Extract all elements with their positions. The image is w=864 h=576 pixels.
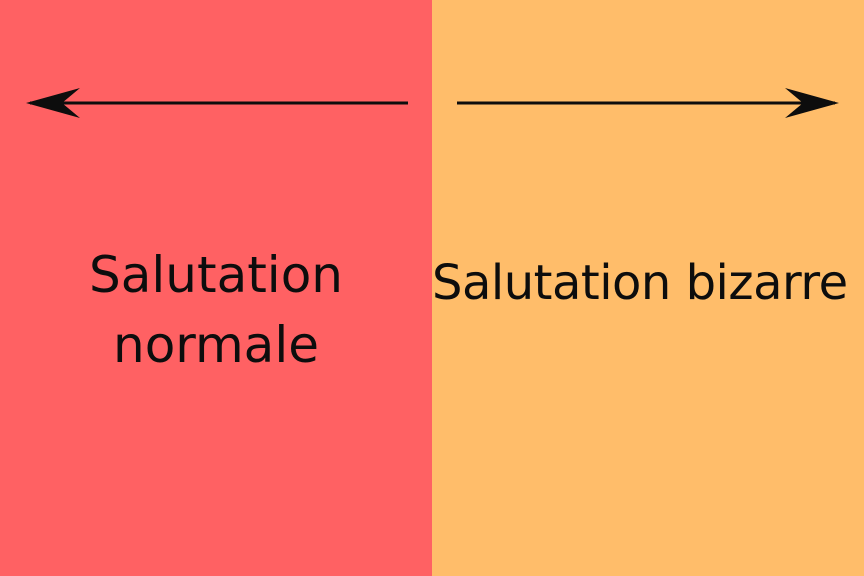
label-normal-greeting: Salutation normale <box>0 240 432 380</box>
left-panel <box>0 0 432 576</box>
label-strange-greeting: Salutation bizarre <box>432 255 848 311</box>
label-normal-line1: Salutation <box>89 246 343 304</box>
right-panel <box>432 0 864 576</box>
right-arrow-icon <box>455 86 841 120</box>
label-normal-line2: normale <box>113 316 319 374</box>
left-arrow-icon <box>24 86 410 120</box>
